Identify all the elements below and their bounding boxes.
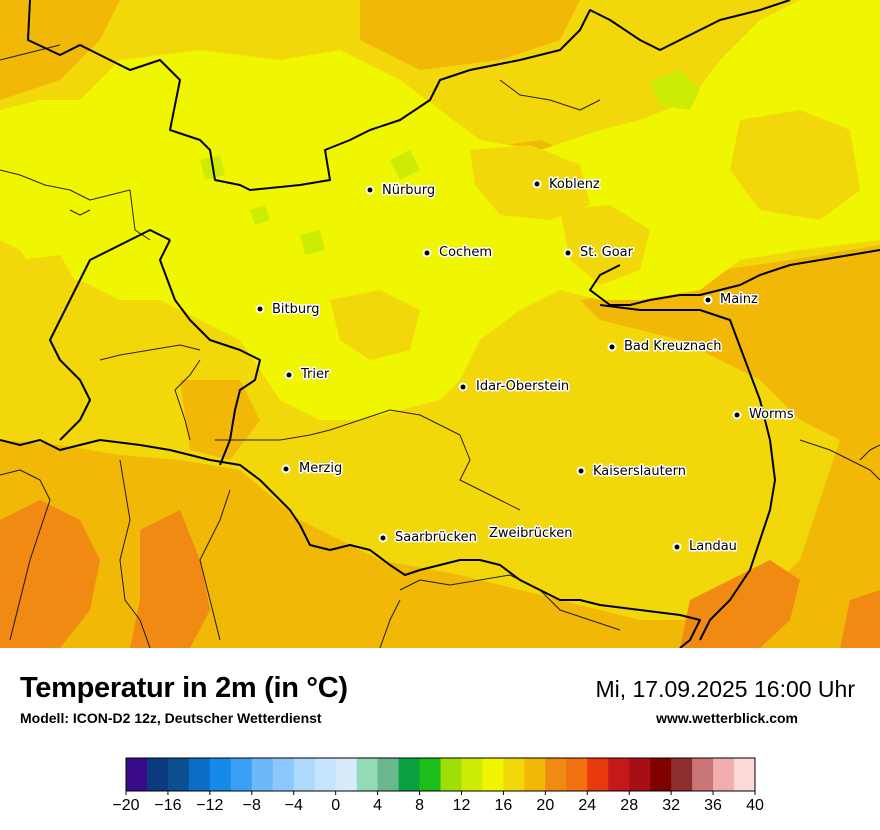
- legend-tick-label: −8: [243, 797, 261, 814]
- legend-swatches: [126, 758, 756, 791]
- legend-swatch: [692, 758, 714, 791]
- city-marker: St. Goar: [563, 244, 635, 262]
- city-marker: Trier: [284, 366, 331, 384]
- legend-swatch: [629, 758, 651, 791]
- city-marker: Worms: [732, 406, 795, 424]
- city-label: Saarbrücken: [395, 530, 477, 545]
- legend-swatch: [230, 758, 253, 791]
- website-link[interactable]: www.wetterblick.com: [656, 710, 798, 726]
- legend-swatch: [713, 758, 735, 791]
- city-label: Koblenz: [549, 177, 600, 192]
- legend-swatch: [650, 758, 672, 791]
- legend-swatch: [146, 758, 169, 791]
- city-label: Nürburg: [382, 183, 435, 198]
- map-footer: Temperatur in 2m (in °C) Modell: ICON-D2…: [0, 648, 880, 830]
- legend-tick-label: 24: [578, 797, 596, 814]
- legend-swatch: [587, 758, 609, 791]
- legend-tick-label: −20: [112, 797, 139, 814]
- city-label: Trier: [300, 367, 330, 382]
- city-markers: Nürburg Koblenz Cochem St. Goar Bitburg …: [255, 176, 795, 556]
- legend-swatch: [461, 758, 483, 791]
- city-label: Bitburg: [272, 302, 320, 317]
- city-marker: Kaiserslautern: [576, 463, 688, 481]
- temp-zone-16-18: [0, 0, 880, 420]
- temperature-map: Nürburg Koblenz Cochem St. Goar Bitburg …: [0, 0, 880, 648]
- legend-swatch: [398, 758, 420, 791]
- legend-swatch: [734, 758, 756, 791]
- temp-zone-24-28: [0, 500, 880, 648]
- legend-frame: [125, 757, 756, 792]
- legend-tick-label: 4: [373, 797, 382, 814]
- city-marker: Koblenz: [532, 176, 601, 194]
- legend-tick-label: 12: [453, 797, 471, 814]
- city-label: Idar-Oberstein: [476, 379, 569, 394]
- legend-swatch: [251, 758, 274, 791]
- legend-tick-label: 16: [495, 797, 513, 814]
- legend-tick-label: −4: [285, 797, 303, 814]
- city-marker: Zweibrücken: [488, 525, 574, 543]
- district-borders: [0, 44, 880, 648]
- legend-tick-label: 20: [536, 797, 554, 814]
- legend-swatch: [126, 758, 148, 791]
- legend-swatch: [293, 758, 316, 791]
- color-legend: −20 −16 −12 −8 −4 0 4 8 12 16 20 24 28 32 36 40: [112, 757, 764, 814]
- temp-zone-18-20-patches: [20, 0, 860, 360]
- legend-swatch: [524, 758, 546, 791]
- legend-tick-label: 36: [704, 797, 722, 814]
- city-label: St. Goar: [580, 245, 634, 260]
- legend-ticks: −20 −16 −12 −8 −4 0 4 8 12 16 20 24 28 32 36 40: [112, 791, 764, 814]
- legend-swatch: [566, 758, 588, 791]
- city-marker: Merzig: [281, 460, 344, 478]
- legend-swatch: [167, 758, 190, 791]
- city-marker: Nürburg: [365, 182, 437, 200]
- city-marker: Bitburg: [255, 301, 321, 319]
- city-label: Bad Kreuznach: [624, 339, 722, 354]
- city-label: Kaiserslautern: [593, 464, 686, 479]
- legend-tick-label: 28: [620, 797, 638, 814]
- forecast-datetime: Mi, 17.09.2025 16:00 Uhr: [595, 676, 855, 702]
- state-borders: [0, 0, 880, 648]
- legend-swatch: [377, 758, 399, 791]
- legend-swatch: [671, 758, 693, 791]
- legend-swatch: [545, 758, 567, 791]
- legend-swatch: [272, 758, 295, 791]
- legend-swatch: [314, 758, 337, 791]
- city-marker: Saarbrücken: [378, 529, 478, 547]
- legend-tick-label: −16: [154, 797, 181, 814]
- legend-swatch: [356, 758, 378, 791]
- legend-swatch: [503, 758, 525, 791]
- city-label: Zweibrücken: [489, 526, 572, 541]
- legend-tick-label: 0: [331, 797, 340, 814]
- legend-swatch: [482, 758, 504, 791]
- city-label: Landau: [689, 539, 737, 554]
- city-label: Worms: [749, 407, 794, 422]
- legend-swatch: [440, 758, 462, 791]
- legend-swatch: [608, 758, 630, 791]
- legend-swatch: [209, 758, 232, 791]
- city-label: Mainz: [720, 292, 758, 307]
- city-label: Merzig: [299, 461, 342, 476]
- model-info: Modell: ICON-D2 12z, Deutscher Wetterdie…: [20, 710, 322, 726]
- city-marker: Landau: [672, 538, 738, 556]
- city-marker: Bad Kreuznach: [607, 338, 723, 356]
- legend-tick-label: 32: [662, 797, 680, 814]
- map-title: Temperatur in 2m (in °C): [20, 672, 348, 704]
- city-marker: Mainz: [703, 291, 760, 309]
- legend-swatch: [188, 758, 211, 791]
- city-marker: Idar-Oberstein: [458, 378, 571, 396]
- legend-tick-label: 8: [415, 797, 424, 814]
- legend-tick-label: 40: [746, 797, 764, 814]
- city-label: Cochem: [439, 245, 492, 260]
- legend-swatch: [419, 758, 441, 791]
- legend-tick-label: −12: [196, 797, 223, 814]
- city-marker: Cochem: [422, 244, 494, 262]
- legend-swatch: [335, 758, 358, 791]
